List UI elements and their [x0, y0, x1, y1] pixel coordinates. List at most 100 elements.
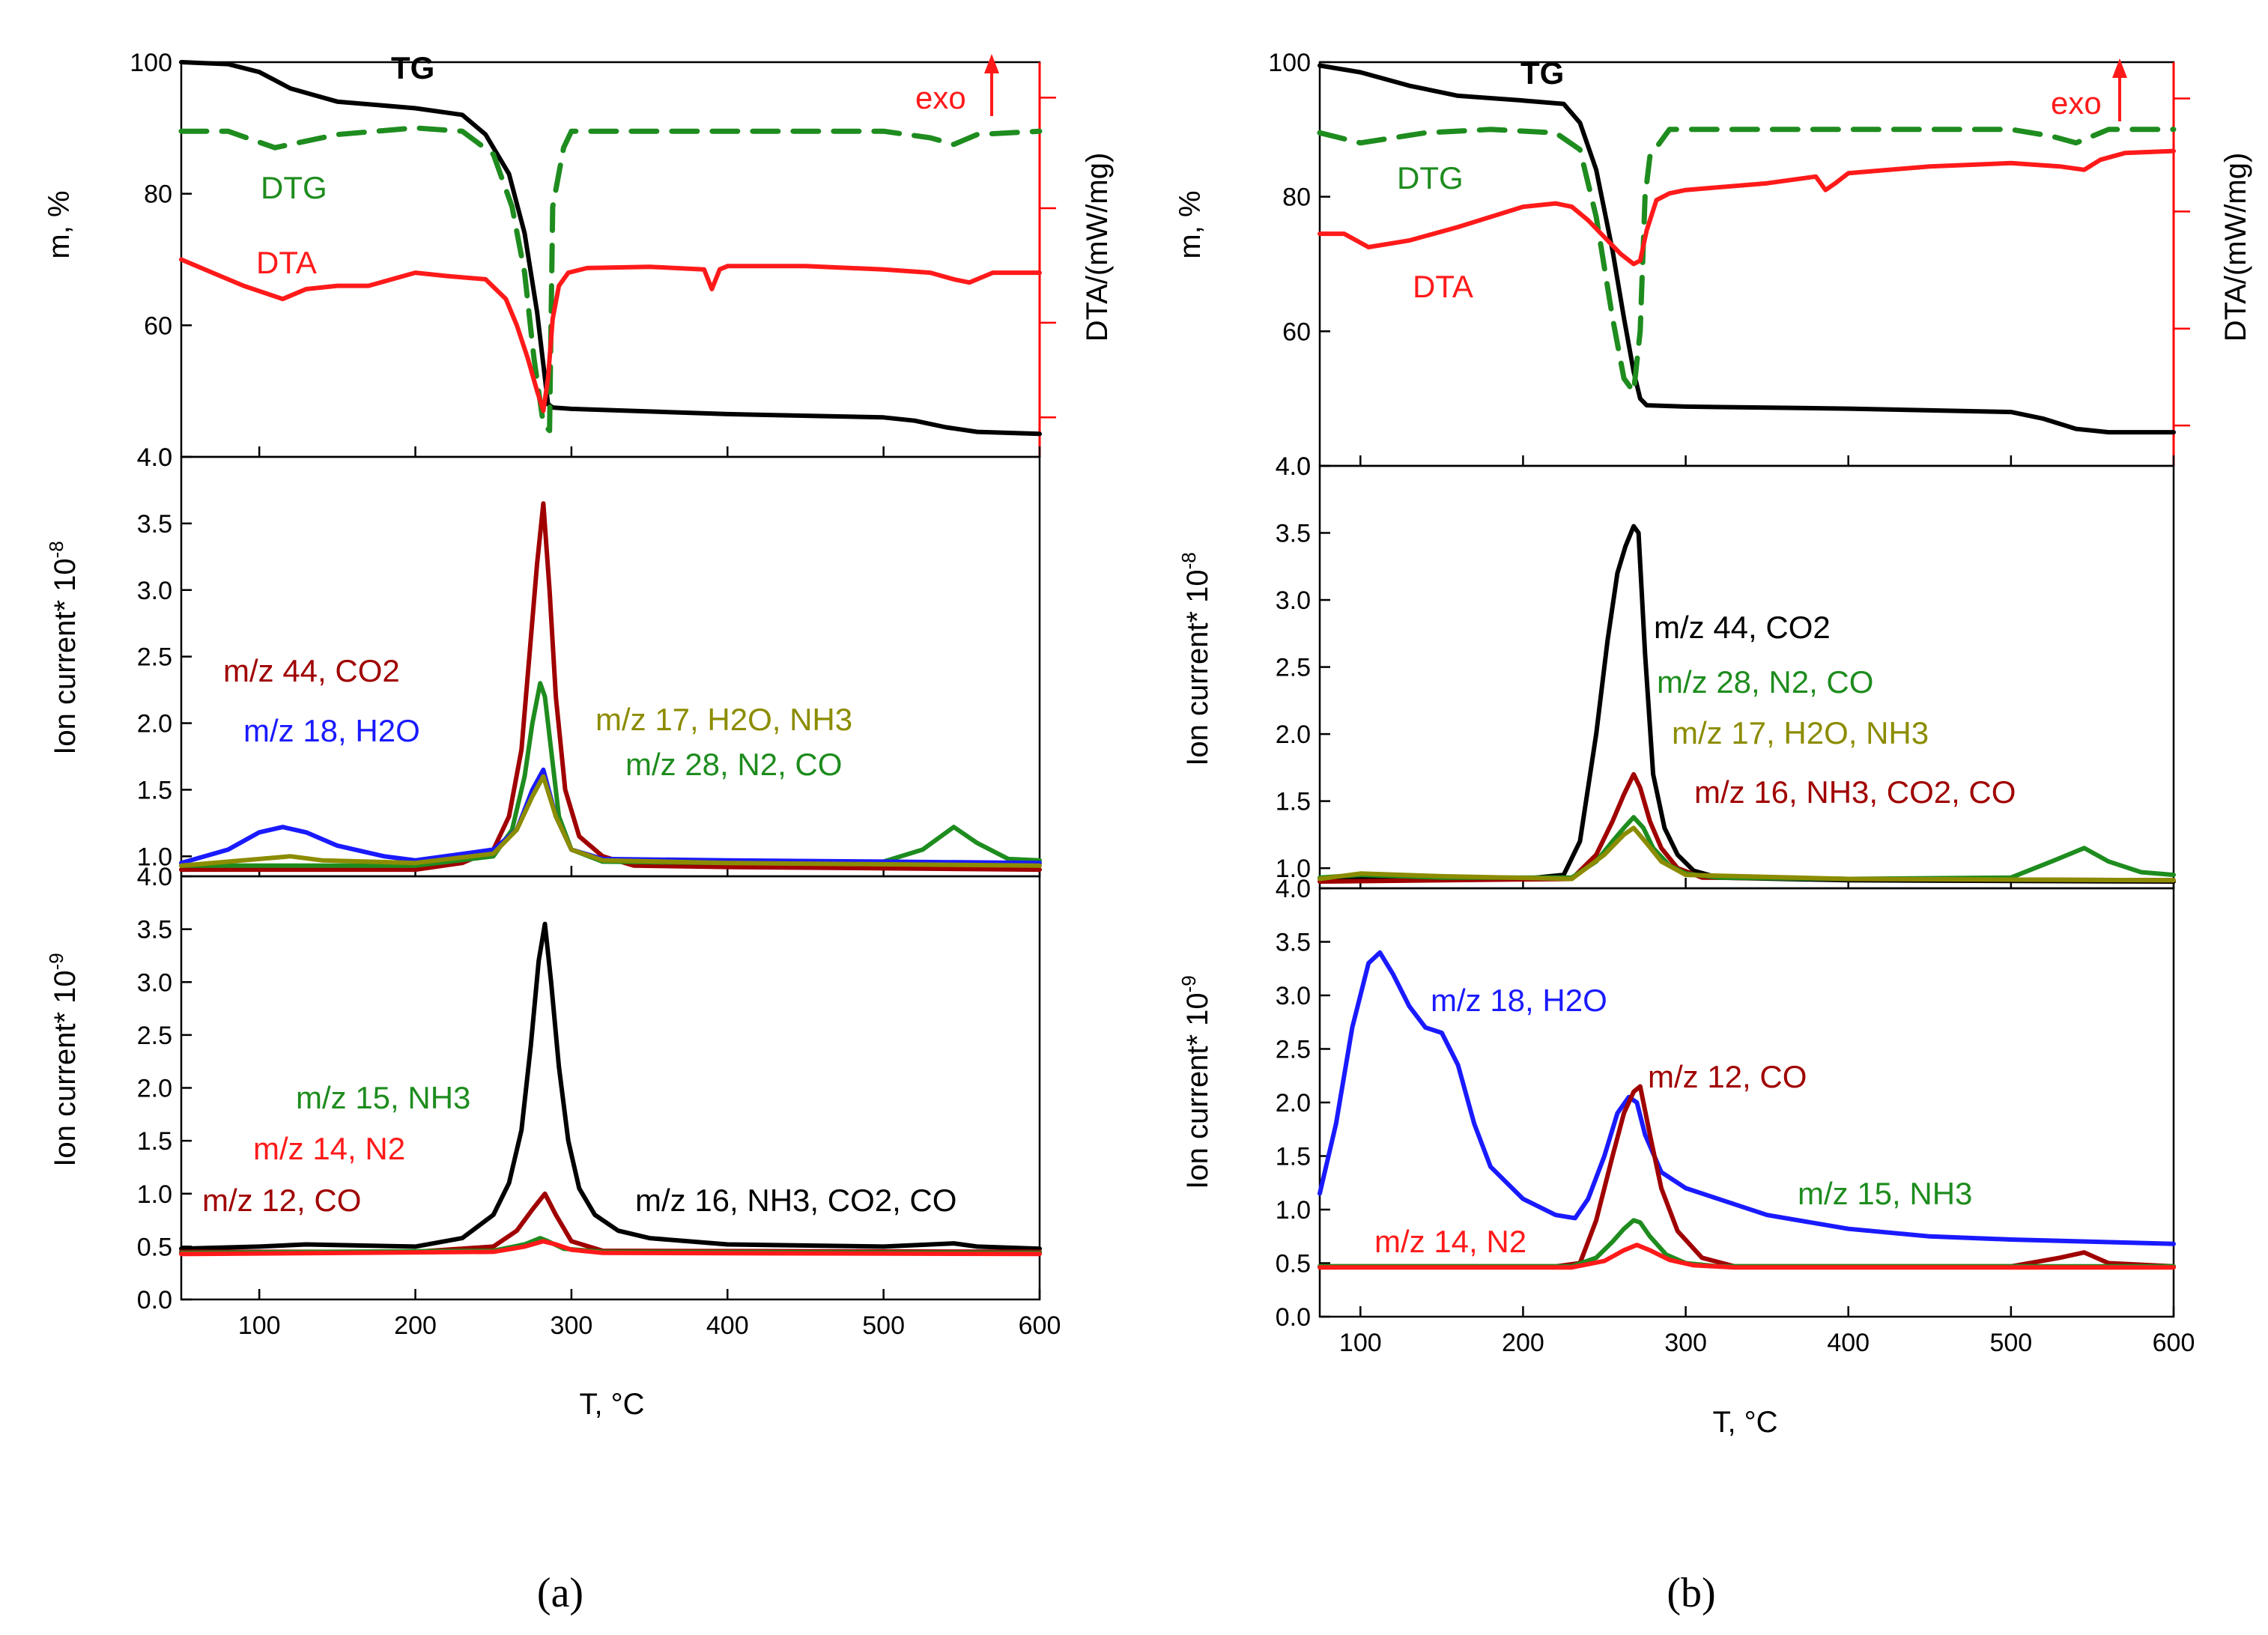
b-mid-ytick-label: 2.5	[1276, 654, 1311, 682]
b-top-series-dta	[1318, 148, 2176, 267]
b-top-ytick-label: 80	[1282, 183, 1311, 212]
b-ylabel-mass: m, %	[1174, 190, 1207, 258]
a-ylabel-ion9-exp: -9	[45, 953, 67, 970]
b-bot-ytick-label: 0.0	[1276, 1303, 1311, 1332]
panel-b: 4.0 60 80 100 1.0 1.5 2.0 2.5 3.0 3.5 4.0 0.0 0.5 1…	[1174, 49, 2252, 1616]
a-bot-ytick-label: 3.0	[137, 968, 172, 997]
a-bot-xtick-label: 300	[551, 1311, 593, 1340]
a-mid-ytick-label: 1.5	[137, 776, 172, 804]
a-ylabel-ion9-text: Ion current* 10	[49, 970, 82, 1166]
a-ylabel-ion8: Ion current* 10-8	[45, 541, 82, 755]
b-top-series-dtg	[1317, 127, 2177, 395]
a-xlabel: T, °C	[579, 1388, 644, 1421]
a-bot-series-m-z-16-nh3-co2-co	[179, 921, 1042, 1252]
b-label-mz14: m/z 14, N2	[1374, 1224, 1526, 1259]
a-top-ytick-label: 60	[144, 312, 172, 340]
b-mid-ytick-label: 3.5	[1276, 520, 1311, 548]
a-top-ytick-label: 4.0	[137, 443, 172, 472]
b-bot-ytick-label: 0.5	[1276, 1250, 1311, 1278]
a-mid-ytick-label: 2.5	[137, 643, 172, 672]
a-bot-xtick-label: 100	[238, 1311, 281, 1340]
b-mid-ytick-label: 1.5	[1276, 788, 1311, 816]
b-bot-ytick-label: 1.0	[1276, 1196, 1311, 1225]
a-bot-ytick-label: 1.0	[137, 1180, 172, 1209]
a-bot-ytick-label: 4.0	[137, 863, 172, 891]
b-mid-ytick-label: 2.0	[1276, 721, 1311, 749]
axes-a-bot: 0.0 0.5 1.0 1.5 2.0 2.5 3.0 3.5 4.0 100 200 300 400 5…	[137, 863, 1061, 1340]
a-top-series-dtg	[178, 125, 1043, 434]
b-bot-ytick-label: 3.0	[1276, 982, 1311, 1010]
a-exo-arrow-icon	[984, 54, 999, 116]
b-ylabel-ion8-exp: -8	[1177, 552, 1200, 569]
b-label-mz15: m/z 15, NH3	[1798, 1176, 1972, 1211]
a-ylabel-mass: m, %	[43, 190, 76, 258]
a-label-mz16: m/z 16, NH3, CO2, CO	[635, 1183, 956, 1218]
b-label-dta: DTA	[1413, 269, 1473, 304]
b-bot-ytick-label: 3.5	[1276, 929, 1311, 957]
a-bot-xtick-label: 400	[706, 1311, 749, 1340]
a-label-mz44: m/z 44, CO2	[223, 653, 400, 688]
b-label-mz28: m/z 28, N2, CO	[1657, 664, 1873, 700]
a-top-series-tg	[179, 60, 1042, 437]
b-bot-xtick-label: 200	[1502, 1329, 1544, 1357]
b-exo-arrow-icon	[2112, 58, 2127, 121]
b-label-dtg: DTG	[1397, 160, 1464, 195]
b-ylabel-dta: DTA/(mW/mg)	[2219, 153, 2252, 342]
b-mid-series-m-z-44-co2	[1318, 524, 2176, 884]
a-bot-xtick-label: 500	[862, 1311, 905, 1340]
b-label-mz17: m/z 17, H2O, NH3	[1672, 715, 1929, 750]
caption-b: (b)	[1667, 1570, 1715, 1616]
a-label-dta: DTA	[256, 245, 317, 280]
b-label-mz16: m/z 16, NH3, CO2, CO	[1694, 774, 2016, 810]
b-bot-ytick-label: 2.0	[1276, 1089, 1311, 1117]
b-top-series-tg	[1318, 63, 2176, 435]
a-ylabel-ion9: Ion current* 10-9	[45, 953, 82, 1167]
a-bot-ytick-label: 0.5	[137, 1233, 172, 1261]
b-bot-xtick-label: 300	[1664, 1329, 1707, 1357]
b-ylabel-ion9-text: Ion current* 10	[1181, 992, 1214, 1189]
b-label-tg: TG	[1520, 55, 1564, 91]
panel-a: 4.0 60 80 100 1.0 1.5 2.0 2.5 3.0 3.5 4.0 0.0 0.5 1…	[43, 49, 1114, 1616]
b-label-mz44: m/z 44, CO2	[1654, 610, 1831, 645]
a-bot-ytick-label: 2.5	[137, 1022, 172, 1050]
a-mid-ytick-label: 1.0	[137, 843, 172, 871]
a-mid-ytick-label: 3.5	[137, 510, 172, 539]
a-bot-ytick-label: 1.5	[137, 1127, 172, 1156]
a-bot-xtick-label: 600	[1019, 1311, 1061, 1340]
b-bot-series-m-z-14-n2	[1318, 1243, 2176, 1270]
a-ylabel-dta: DTA/(mW/mg)	[1081, 153, 1114, 342]
axes-b-top: 4.0 60 80 100	[1268, 49, 2190, 481]
a-top-ytick-label: 100	[130, 49, 172, 77]
a-mid-ytick-label: 4.0	[137, 443, 172, 472]
a-ylabel-ion8-text: Ion current* 10	[49, 558, 82, 754]
a-mid-series-m-z-28-n2-co	[179, 681, 1042, 868]
a-label-mz15: m/z 15, NH3	[296, 1080, 470, 1115]
a-top-ytick-label: 80	[144, 181, 172, 209]
b-bot-series-m-z-12-co	[1318, 1084, 2176, 1269]
b-mid-series-m-z-17-h2o-nh3	[1318, 825, 2176, 883]
b-bot-xtick-label: 500	[1989, 1329, 2032, 1357]
caption-a: (a)	[537, 1570, 583, 1616]
a-bot-ytick-label: 0.0	[137, 1286, 172, 1314]
b-label-mz12: m/z 12, CO	[1648, 1059, 1807, 1094]
b-bot-xtick-label: 100	[1339, 1329, 1382, 1357]
b-bot-ytick-label: 2.5	[1276, 1036, 1311, 1064]
b-ylabel-ion9: Ion current* 10-9	[1177, 975, 1214, 1189]
a-bot-series-m-z-14-n2	[179, 1239, 1042, 1257]
b-top-ytick-label: 4.0	[1276, 452, 1311, 481]
a-mid-series-m-z-17-h2o-nh3	[179, 774, 1042, 868]
axes-a-mid: 1.0 1.5 2.0 2.5 3.0 3.5 4.0	[137, 443, 1042, 878]
a-label-mz14: m/z 14, N2	[253, 1131, 405, 1166]
a-bot-xtick-label: 200	[394, 1311, 437, 1340]
a-label-exo: exo	[915, 80, 966, 115]
a-bot-ytick-label: 3.5	[137, 916, 172, 944]
axes-a-top: 4.0 60 80 100	[130, 49, 1056, 472]
b-bot-ytick-label: 1.5	[1276, 1143, 1311, 1171]
a-mid-ytick-label: 3.0	[137, 577, 172, 605]
b-top-ytick-label: 100	[1268, 49, 1311, 77]
a-label-mz17: m/z 17, H2O, NH3	[595, 702, 852, 737]
a-label-mz18: m/z 18, H2O	[243, 713, 420, 748]
b-ylabel-ion9-exp: -9	[1177, 975, 1200, 992]
b-ylabel-ion8-text: Ion current* 10	[1181, 569, 1214, 765]
